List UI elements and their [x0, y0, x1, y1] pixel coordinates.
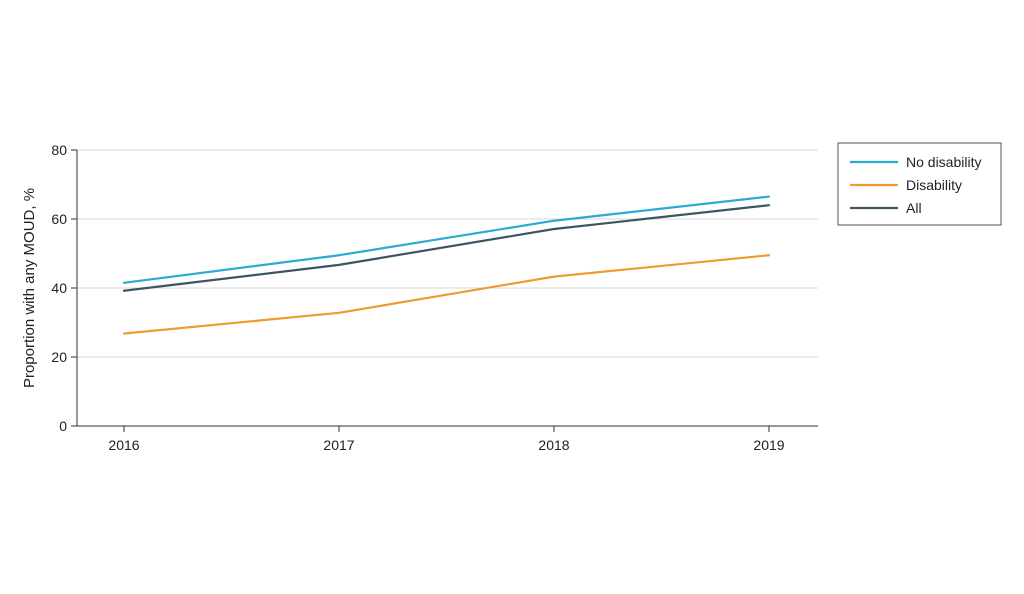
gridlines — [77, 149, 818, 358]
x-tick-label: 2018 — [538, 437, 569, 453]
series-lines — [122, 195, 771, 335]
y-tick-label: 80 — [51, 142, 67, 158]
series-line-disability — [122, 254, 771, 335]
x-tick-label: 2017 — [323, 437, 354, 453]
series-line-no-disability — [122, 195, 771, 284]
x-tick-label: 2019 — [753, 437, 784, 453]
y-tick-label: 0 — [59, 418, 67, 434]
series-line-all — [122, 204, 771, 292]
x-ticks: 2016 2017 2018 2019 — [108, 426, 785, 453]
legend: No disability Disability All — [837, 142, 1002, 226]
y-tick-label: 60 — [51, 211, 67, 227]
y-tick-label: 40 — [51, 280, 67, 296]
x-tick-label: 2016 — [108, 437, 139, 453]
legend-label: Disability — [906, 177, 962, 193]
y-axis-title: Proportion with any MOUD, % — [21, 188, 38, 388]
legend-label: No disability — [906, 154, 981, 170]
y-tick-label: 20 — [51, 349, 67, 365]
y-ticks: 0 20 40 60 80 — [51, 142, 77, 434]
legend-label: All — [906, 200, 922, 216]
